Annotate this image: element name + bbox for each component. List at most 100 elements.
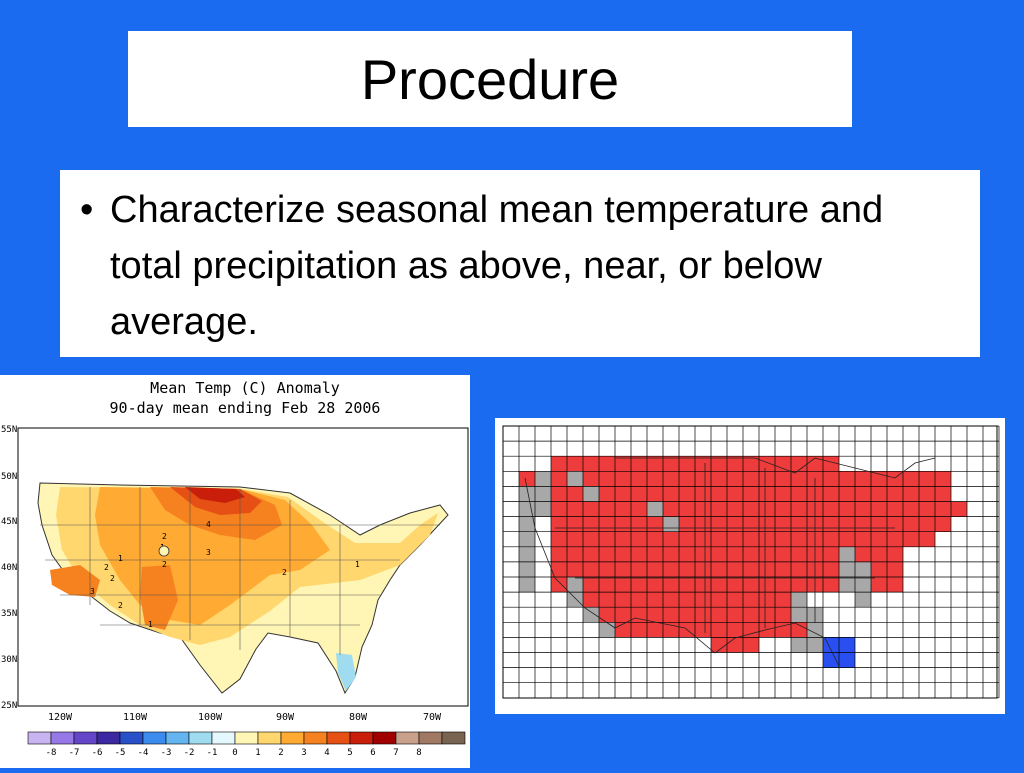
grid-cell <box>663 607 679 623</box>
grid-cell <box>519 516 535 532</box>
grid-cell <box>679 516 695 532</box>
grid-cell <box>727 501 743 517</box>
grid-cell <box>631 577 647 593</box>
grid-cell <box>743 577 759 593</box>
grid-cell <box>935 516 951 532</box>
grid-cell <box>599 546 615 562</box>
grid-cell <box>615 607 631 623</box>
grid-cell <box>551 501 567 517</box>
lon-label: 80W <box>349 712 368 723</box>
grid-cell <box>711 486 727 502</box>
grid-cell <box>567 577 583 593</box>
grid-cell <box>647 486 663 502</box>
grid-cell <box>727 471 743 487</box>
grid-cell <box>743 637 759 653</box>
grid-cell <box>631 501 647 517</box>
grid-cell <box>727 592 743 608</box>
grid-cell <box>679 561 695 577</box>
grid-cell <box>871 501 887 517</box>
grid-cell <box>775 501 791 517</box>
grid-cell <box>599 577 615 593</box>
grid-cell <box>615 501 631 517</box>
grid-cell <box>791 607 807 623</box>
grid-cell <box>567 501 583 517</box>
grid-cell <box>791 577 807 593</box>
grid-cell <box>663 577 679 593</box>
legend-label: -7 <box>69 748 80 758</box>
grid-cell <box>759 607 775 623</box>
legend-swatch <box>441 731 466 745</box>
grid-cell <box>583 561 599 577</box>
grid-cell <box>775 546 791 562</box>
grid-cell <box>871 531 887 547</box>
grid-cell <box>583 592 599 608</box>
grid-cell <box>775 516 791 532</box>
grid-cell <box>871 546 887 562</box>
grid-cell <box>695 577 711 593</box>
grid-cell <box>679 592 695 608</box>
grid-cell <box>551 516 567 532</box>
grid-cell <box>791 471 807 487</box>
lon-label: 110W <box>123 712 148 723</box>
grid-cell <box>743 592 759 608</box>
anomaly-region-southwest <box>50 565 100 597</box>
grid-cell <box>727 577 743 593</box>
color-legend <box>27 731 466 745</box>
grid-cell <box>871 486 887 502</box>
grid-cell <box>855 577 871 593</box>
grid-cell <box>695 622 711 638</box>
grid-cell <box>823 456 839 472</box>
grid-cell <box>711 607 727 623</box>
grid-cell <box>599 516 615 532</box>
grid-cell <box>647 577 663 593</box>
grid-cell <box>615 486 631 502</box>
grid-cell <box>631 592 647 608</box>
grid-cell <box>807 456 823 472</box>
slide-title: Procedure <box>360 47 620 111</box>
grid-cell <box>567 471 583 487</box>
grid-cell <box>759 501 775 517</box>
lat-label: 50N <box>1 472 17 482</box>
grid-cell <box>823 561 839 577</box>
contour-label: 1 <box>148 620 153 629</box>
grid-cell <box>551 577 567 593</box>
grid-cell <box>839 637 855 653</box>
grid-cell <box>583 501 599 517</box>
legend-label: 0 <box>232 748 237 758</box>
legend-swatch <box>119 731 144 745</box>
grid-cell <box>759 531 775 547</box>
grid-cell <box>903 471 919 487</box>
grid-cell <box>535 471 551 487</box>
grid-cell <box>775 561 791 577</box>
grid-cell <box>775 531 791 547</box>
grid-cell <box>839 652 855 668</box>
grid-cell <box>583 577 599 593</box>
grid-cell <box>791 501 807 517</box>
grid-cell <box>727 561 743 577</box>
grid-cell <box>727 531 743 547</box>
lat-label: 25N <box>1 701 17 711</box>
lon-label: 90W <box>276 712 295 723</box>
legend-swatch <box>211 731 236 745</box>
grid-cell <box>615 471 631 487</box>
grid-cell <box>775 486 791 502</box>
grid-cell <box>679 607 695 623</box>
grid-cell <box>759 471 775 487</box>
grid-cell <box>519 531 535 547</box>
grid-cell <box>647 516 663 532</box>
legend-swatch <box>165 731 190 745</box>
grid-cell <box>711 531 727 547</box>
legend-label: -8 <box>46 748 57 758</box>
grid-cell <box>807 637 823 653</box>
grid-cell <box>887 531 903 547</box>
grid-cell <box>567 531 583 547</box>
grid-cell <box>839 486 855 502</box>
grid-cell <box>615 456 631 472</box>
grid-cell <box>727 637 743 653</box>
legend-label: -2 <box>184 748 195 758</box>
grid-cell <box>855 546 871 562</box>
grid-cell <box>647 531 663 547</box>
contour-label: 1 <box>118 554 123 563</box>
anomaly-region-6c <box>185 487 245 503</box>
grid-cell <box>839 471 855 487</box>
